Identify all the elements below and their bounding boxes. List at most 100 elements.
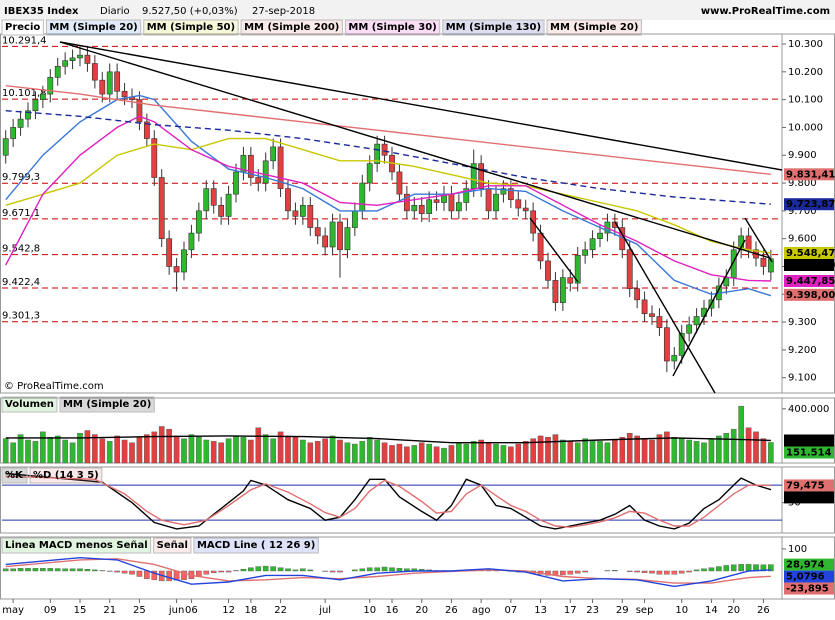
bar	[753, 431, 759, 464]
candle-body	[121, 90, 128, 98]
bar	[114, 570, 120, 573]
bar	[656, 570, 663, 575]
bar	[240, 569, 247, 572]
bar	[337, 570, 343, 573]
bar	[255, 566, 262, 572]
candle-body	[181, 249, 187, 273]
bar	[456, 442, 462, 464]
legend-box	[1, 537, 152, 554]
candle-body	[136, 99, 143, 123]
value-badge	[784, 288, 834, 301]
y-tick-label: 9.700	[788, 206, 817, 217]
bar	[716, 435, 722, 464]
legend-entry: %D (14 3 5)	[33, 470, 99, 481]
candle-body	[285, 188, 291, 212]
level-label: 10.101,8	[2, 88, 47, 99]
legend-entry: Señal	[157, 540, 188, 551]
bar	[560, 570, 566, 576]
bar	[389, 445, 395, 464]
bar	[277, 431, 284, 464]
bar	[166, 428, 172, 464]
candle-body	[2, 138, 9, 156]
candle-body	[686, 324, 693, 334]
legend-entry: MM (Simple 50)	[147, 22, 235, 33]
bar	[730, 428, 737, 464]
bar	[62, 439, 68, 464]
bar	[374, 567, 380, 572]
candle-body	[374, 143, 381, 164]
bar	[32, 441, 39, 464]
bar	[366, 567, 373, 572]
candle-body	[522, 207, 529, 212]
candle-body	[574, 255, 581, 284]
x-tick-label: jun	[168, 605, 184, 616]
y-tick-label: 10.200	[788, 67, 823, 78]
candle-body	[233, 171, 239, 195]
legend-box	[442, 19, 545, 36]
candle-body	[507, 188, 514, 201]
candle-body	[493, 193, 499, 212]
candle-body	[649, 313, 655, 317]
watermark: © ProRealTime.com	[4, 381, 104, 392]
candle-body	[299, 204, 306, 217]
bar	[433, 446, 440, 464]
candle-body	[611, 221, 618, 228]
candle-body	[84, 54, 91, 64]
bar	[560, 439, 566, 464]
bar	[92, 569, 98, 572]
series-line	[5, 85, 771, 175]
y-tick-label: 9.100	[788, 373, 817, 384]
y-tick-label: 9.900	[788, 150, 817, 161]
bar	[84, 430, 91, 464]
candle-body	[745, 235, 752, 251]
candle-body	[277, 146, 284, 189]
candle-body	[559, 277, 566, 303]
candle-body	[10, 127, 17, 139]
x-tick-label: 21	[103, 605, 116, 616]
bar	[612, 570, 618, 572]
value-badge	[784, 491, 834, 504]
legend-box	[240, 19, 343, 36]
legend-box	[153, 537, 192, 554]
candle-body	[500, 188, 507, 195]
candle-body	[411, 204, 418, 212]
candle-body	[99, 79, 106, 95]
value-badge-label: 166.104	[786, 436, 832, 447]
bar	[448, 445, 455, 464]
bar	[649, 570, 655, 574]
bar	[708, 438, 715, 464]
legend-entry: Linea MACD menos Señal	[5, 540, 148, 551]
bar	[248, 439, 254, 464]
x-tick-label: 10	[675, 605, 688, 616]
header-bar	[0, 0, 835, 20]
candle-body	[166, 238, 173, 267]
bar	[738, 564, 744, 572]
legend-entry: %K	[5, 470, 24, 481]
bar	[292, 569, 299, 572]
candle-body	[478, 163, 485, 189]
bar	[626, 570, 633, 572]
bar	[470, 441, 477, 464]
bar	[40, 568, 46, 572]
candle-body	[760, 257, 767, 267]
x-tick-label: may	[2, 605, 24, 616]
value-badge-label: 79,475	[786, 480, 825, 491]
x-tick-label: 10	[363, 605, 376, 616]
y-tick-label: 9.800	[788, 178, 817, 189]
bar	[381, 566, 388, 572]
bar	[337, 439, 343, 464]
candle-body	[485, 188, 492, 212]
bar	[649, 439, 655, 464]
y-tick-label: 10.000	[788, 122, 823, 133]
value-badge	[784, 582, 834, 595]
x-tick-label: 12	[222, 605, 235, 616]
bar	[32, 568, 39, 572]
value-badge-label: 72,100	[786, 492, 825, 503]
candle-body	[210, 188, 217, 206]
candle-body	[448, 193, 455, 212]
candle-body	[359, 182, 366, 212]
bar	[344, 442, 351, 464]
x-tick-label: 26	[757, 605, 770, 616]
x-tick-label: 16	[386, 605, 399, 616]
value-badge-label: 9.723,87	[786, 199, 835, 210]
